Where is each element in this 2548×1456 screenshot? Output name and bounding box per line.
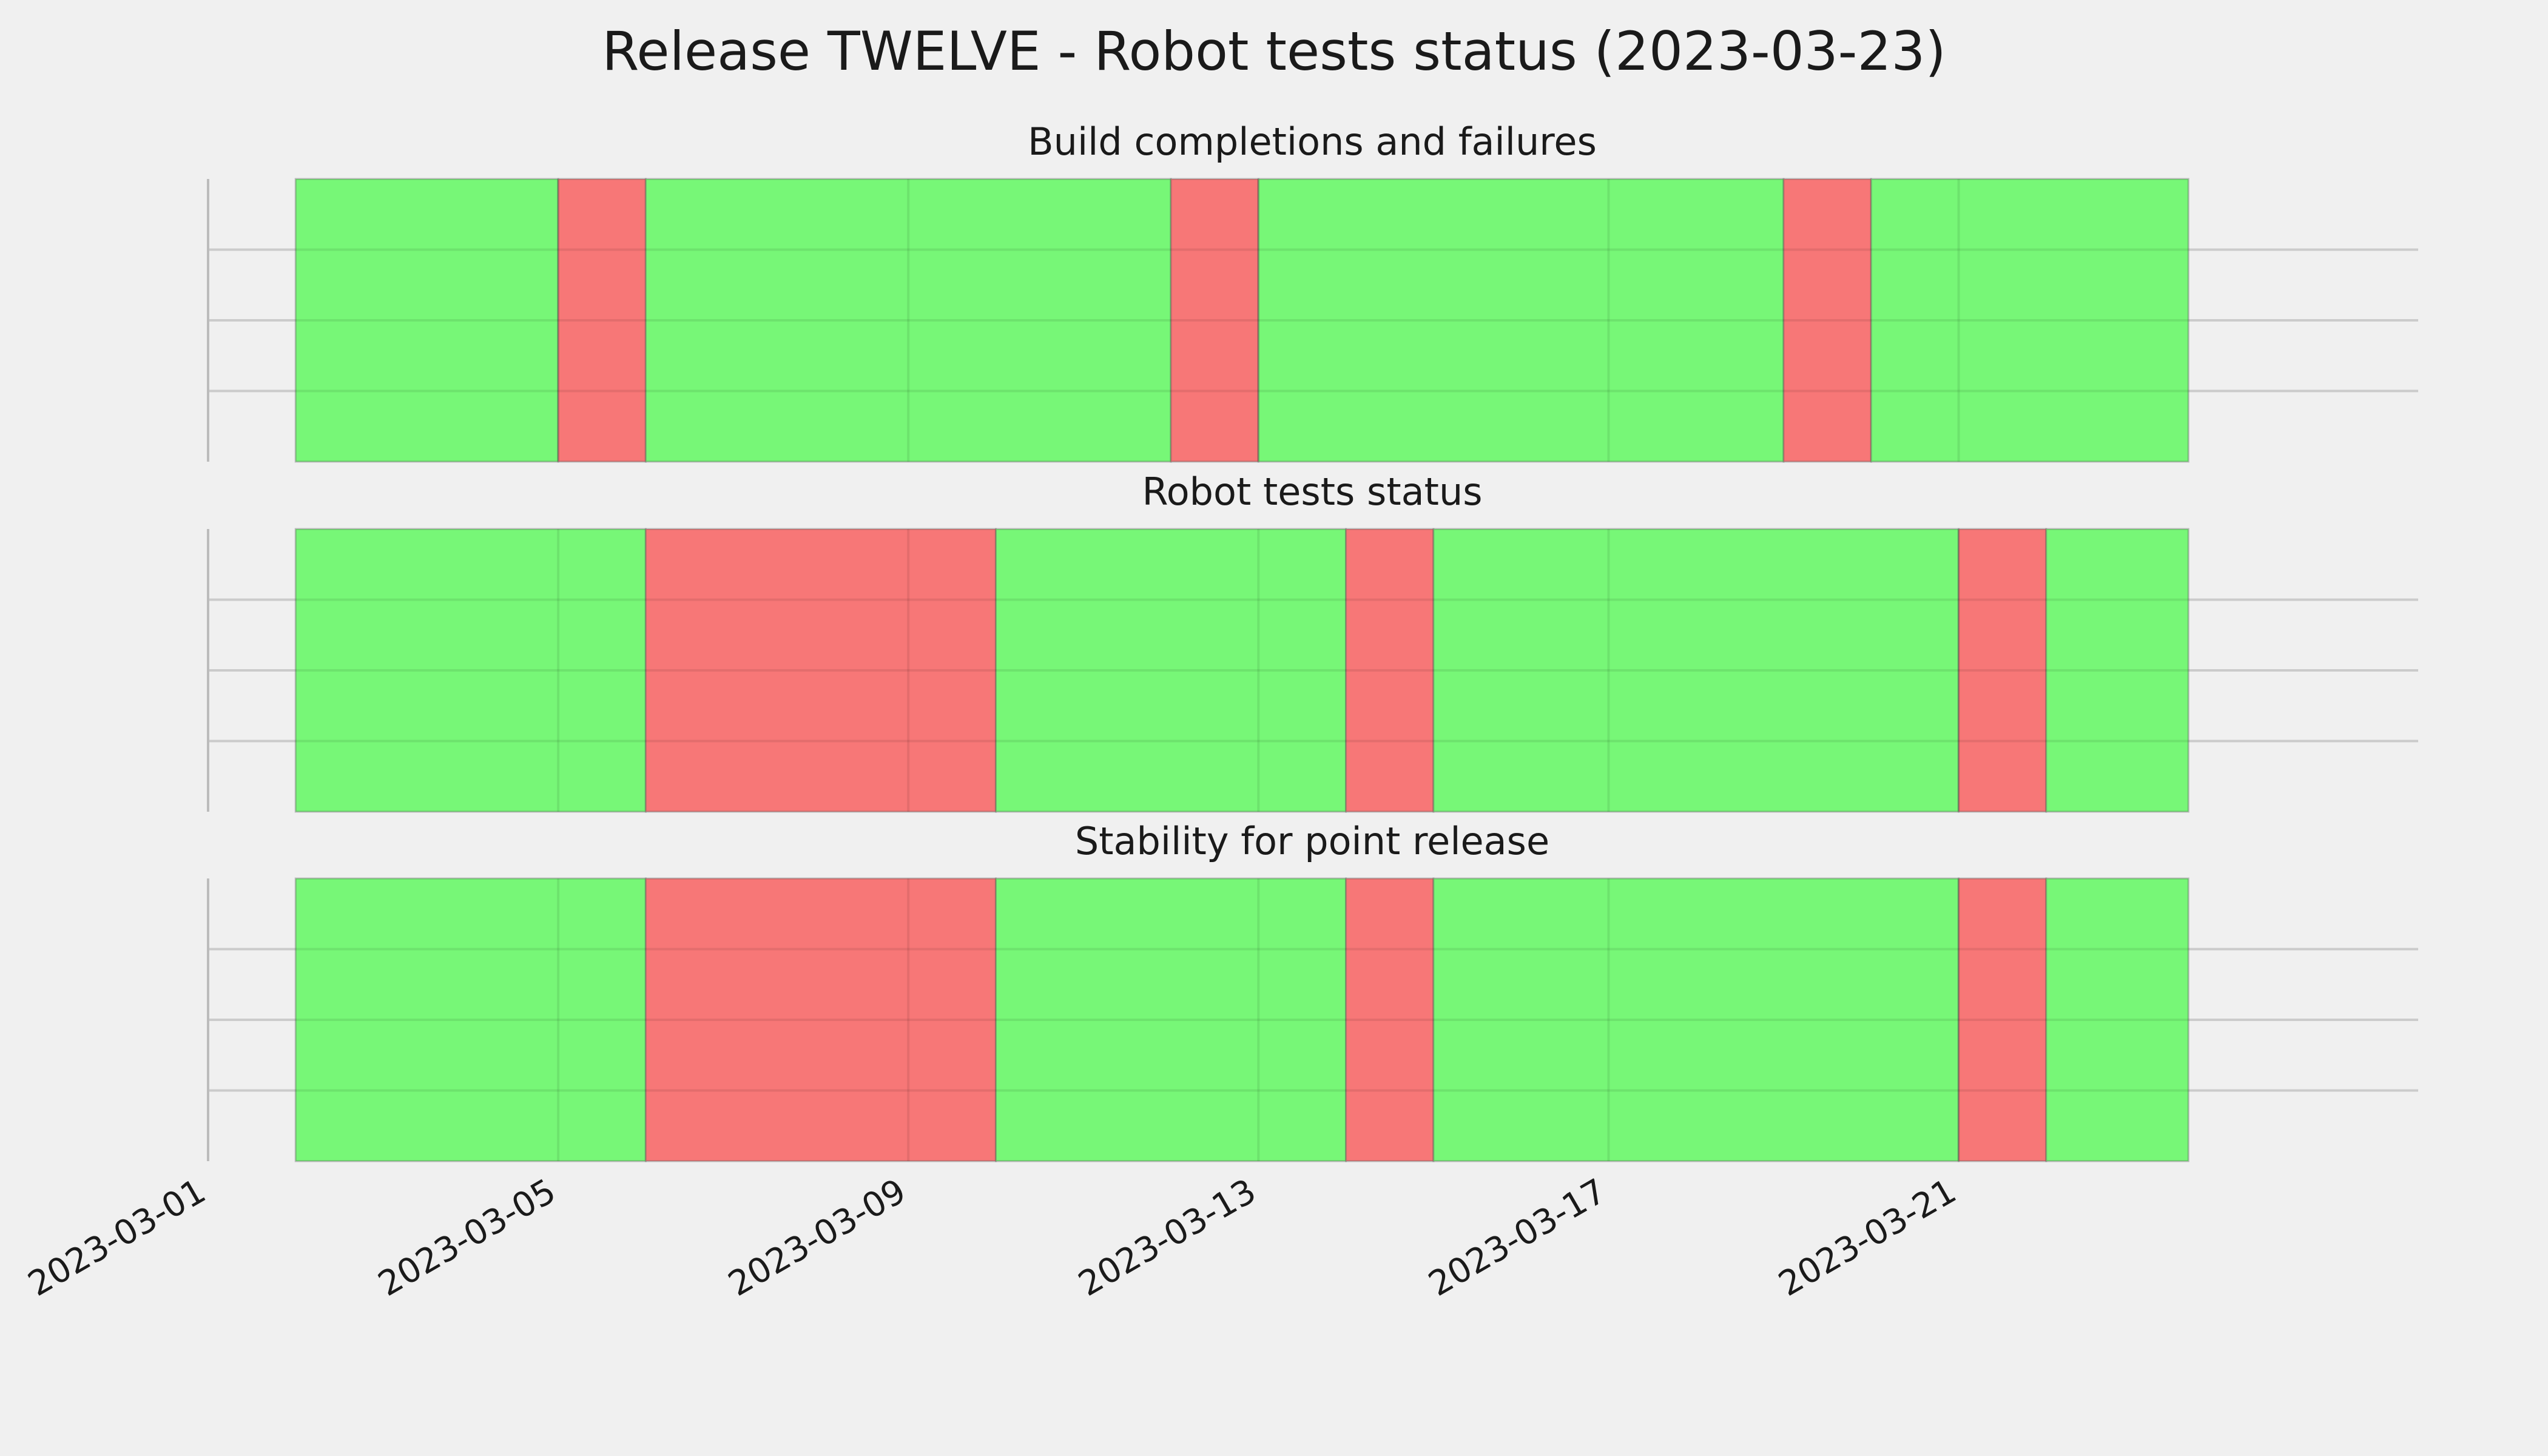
status-segment-pass	[1432, 528, 1960, 813]
status-segment-pass	[294, 877, 647, 1162]
status-segment-fail	[644, 877, 997, 1162]
status-segment-fail	[1782, 178, 1872, 463]
status-segment-fail	[1170, 178, 1259, 463]
status-segment-fail	[1958, 877, 2048, 1162]
panel-title: Stability for point release	[1075, 819, 1549, 863]
x-axis-ticks: 2023-03-01 2023-03-05 2023-03-09 2023-03-13…	[22, 1171, 1963, 1304]
x-tick-label: 2023-03-01	[22, 1171, 212, 1304]
status-segment-pass	[2045, 877, 2189, 1162]
chart-panels: Build completions and failures Robot test…	[207, 120, 2418, 1162]
x-tick-label: 2023-03-13	[1072, 1171, 1262, 1304]
status-segment-pass	[994, 528, 1347, 813]
panel-title: Robot tests status	[1142, 470, 1482, 514]
panel-3: Stability for point release	[207, 819, 2418, 1162]
panel-2: Robot tests status	[207, 470, 2418, 813]
status-segment-pass	[644, 178, 1172, 463]
status-segment-fail	[1345, 528, 1435, 813]
x-tick-label: 2023-03-17	[1422, 1171, 1613, 1304]
status-segment-fail	[644, 528, 997, 813]
x-tick-label: 2023-03-09	[722, 1171, 912, 1304]
x-tick-label: 2023-03-21	[1772, 1171, 1963, 1304]
status-segment-pass	[994, 877, 1347, 1162]
status-segment-fail	[1345, 877, 1435, 1162]
status-segment-pass	[1257, 178, 1785, 463]
status-segment-pass	[2045, 528, 2189, 813]
x-tick-label: 2023-03-05	[372, 1171, 562, 1304]
status-segment-pass	[294, 528, 647, 813]
status-segment-fail	[1958, 528, 2048, 813]
panel-1: Build completions and failures	[207, 120, 2418, 463]
status-segment-pass	[1870, 178, 2189, 463]
status-segment-fail	[557, 178, 647, 463]
panel-title: Build completions and failures	[1028, 120, 1597, 164]
status-segment-pass	[1432, 877, 1960, 1162]
figure-title: Release TWELVE - Robot tests status (202…	[602, 20, 1946, 83]
